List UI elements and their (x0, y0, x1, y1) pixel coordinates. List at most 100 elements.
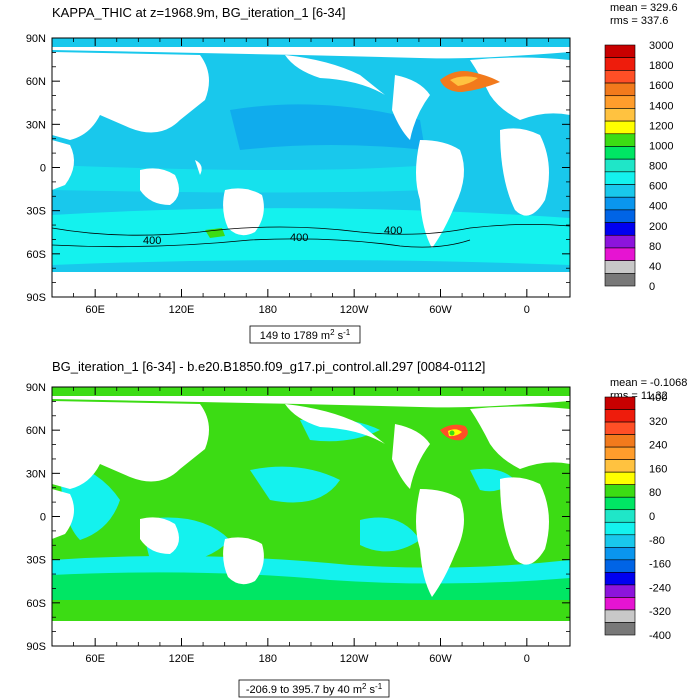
panel2-title: BG_iteration_1 [6-34] - b.e20.B1850.f09_… (52, 359, 485, 374)
colorbar-swatch (604, 484, 636, 498)
panel1-contour-label: 400 (290, 232, 308, 244)
y-tick-label: 90N (26, 33, 46, 45)
colorbar-swatch (604, 158, 636, 173)
colorbar-swatch (604, 95, 636, 109)
colorbar-label: 3000 (649, 40, 673, 52)
colorbar-swatch (604, 133, 636, 147)
panel1-blue-band (230, 104, 425, 150)
panel1-ticks: 90N 60N 30N 0 30S 60S 90S 60E 120E 180 120W 60W 0 (26, 33, 571, 316)
colorbar-swatch (604, 82, 636, 97)
panel2-range-label: -206.9 to 395.7 by 40 m2 s-1 (246, 682, 383, 696)
colorbar-label: 800 (649, 161, 667, 173)
y-tick-label: 30N (26, 119, 46, 131)
panel1-rms: rms = 337.6 (610, 15, 668, 27)
panel1-range-text: 149 to 1789 m (260, 330, 330, 342)
panel2-land (52, 396, 570, 646)
x-tick-label: 120E (169, 653, 195, 665)
x-tick-label: 60E (85, 653, 105, 665)
y-tick-label: 30S (26, 555, 46, 567)
x-tick-label: 60E (85, 304, 105, 316)
colorbar-label: -240 (649, 582, 671, 594)
panel1-range-sup2: -1 (343, 328, 351, 337)
y-tick-label: 90S (26, 641, 46, 653)
y-tick-label: 60S (26, 598, 46, 610)
colorbar-swatch (604, 70, 636, 84)
colorbar-swatch (604, 44, 636, 58)
colorbar-swatch (604, 120, 636, 135)
x-tick-label: 60W (429, 304, 452, 316)
colorbar-swatch (604, 57, 636, 71)
colorbar-label: 80 (649, 241, 661, 253)
panel2-range-box: -206.9 to 395.7 by 40 m2 s-1 (238, 679, 390, 698)
x-tick-label: 120W (340, 653, 369, 665)
colorbar-swatch (604, 184, 636, 198)
panel1-greenland-core (450, 76, 478, 86)
y-tick-label: 60N (26, 425, 46, 437)
y-tick-label: 90N (26, 382, 46, 394)
colorbar-label: 1200 (649, 120, 673, 132)
colorbar-swatch (604, 396, 636, 410)
y-tick-label: 30S (26, 206, 46, 218)
colorbar-swatch (604, 559, 636, 573)
panel1-range-sup: 2 (330, 328, 335, 337)
panel1-range-frame (249, 325, 361, 344)
colorbar-swatch (604, 597, 636, 611)
colorbar-swatch (604, 584, 636, 598)
colorbar-label: 400 (649, 392, 667, 404)
colorbar-label: 400 (649, 201, 667, 213)
colorbar-swatch (604, 171, 636, 185)
colorbar-swatch (604, 547, 636, 561)
panel1-range-unit: s (335, 330, 344, 342)
colorbar-swatch (604, 421, 636, 435)
panel2-range-unit: s (366, 684, 375, 696)
y-tick-label: 60S (26, 249, 46, 261)
colorbar-label: 320 (649, 416, 667, 428)
colorbar-swatch (604, 260, 636, 274)
colorbar-swatch (604, 222, 636, 236)
panel2-range-sup2: -1 (375, 682, 383, 691)
colorbar-label: 40 (649, 261, 661, 273)
colorbar-swatch (604, 247, 636, 261)
panel2-range-text: -206.9 to 395.7 by 40 m (246, 684, 362, 696)
panel1-range-box: 149 to 1789 m2 s-1 (249, 325, 361, 344)
x-tick-label: 120W (340, 304, 369, 316)
panel1-contour-label: 400 (384, 225, 402, 237)
x-tick-label: 60W (429, 653, 452, 665)
colorbar-swatch (604, 521, 636, 536)
colorbar-swatch (604, 572, 636, 586)
colorbar-swatch (604, 622, 636, 636)
colorbar-label: 0 (649, 281, 655, 293)
colorbar-swatch (604, 609, 636, 623)
colorbar-swatch (604, 446, 636, 460)
colorbar-swatch (604, 534, 636, 548)
colorbar-swatch (604, 434, 636, 448)
panel2-colorbar: 400 320 240 160 80 0 -80 -160 -240 -320 -400 (604, 392, 671, 642)
panel1-title: KAPPA_THIC at z=1968.9m, BG_iteration_1 … (52, 5, 346, 20)
colorbar-swatch (604, 209, 636, 223)
panel1-contours (51, 224, 571, 248)
colorbar-label: 1800 (649, 60, 673, 72)
colorbar-swatch (604, 496, 636, 511)
panel1-map: 400 400 400 (51, 37, 571, 298)
x-tick-label: 0 (524, 653, 530, 665)
colorbar-label: -320 (649, 606, 671, 618)
panel1-southern-band (52, 208, 570, 265)
colorbar-swatch (604, 234, 636, 249)
y-tick-label: 0 (40, 163, 46, 175)
colorbar-label: 600 (649, 181, 667, 193)
panel2-map (51, 386, 571, 647)
panel-kappa-thic: KAPPA_THIC at z=1968.9m, BG_iteration_1 … (26, 2, 678, 344)
panel2-mean: mean = -0.1068 (610, 377, 687, 389)
colorbar-swatch (604, 196, 636, 211)
panel2-range-sup: 2 (362, 682, 367, 691)
panel1-colorbar: 3000180016001400120010008006004002008040… (604, 40, 673, 293)
panel2-range-frame (238, 679, 390, 698)
colorbar-swatch (604, 273, 636, 287)
colorbar-label: -80 (649, 535, 665, 547)
colorbar-label: 160 (649, 463, 667, 475)
panel2-greenland-dot (449, 430, 455, 436)
panel2-southern-band (52, 572, 570, 600)
colorbar-label: 240 (649, 440, 667, 452)
colorbar-label: 0 (649, 511, 655, 523)
